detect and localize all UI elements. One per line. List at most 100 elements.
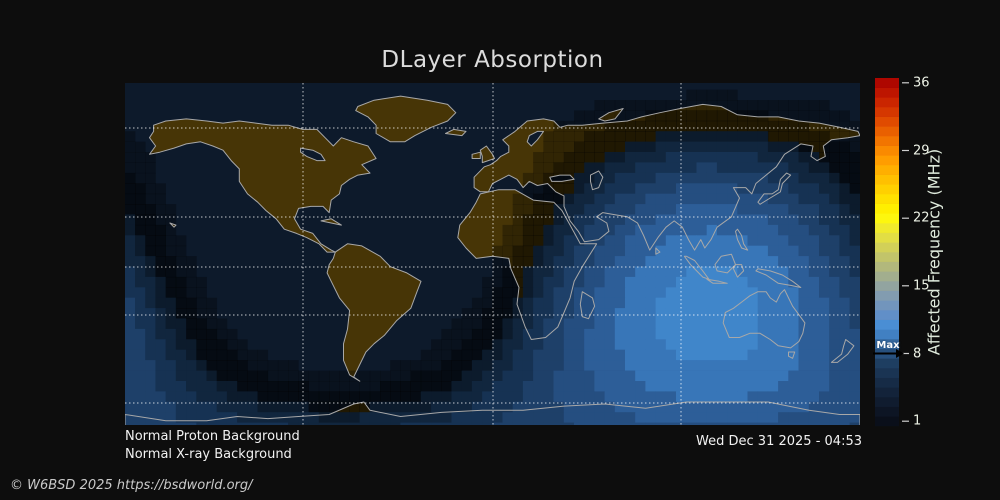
absorption-cell [839,412,850,423]
absorption-cell [778,339,789,351]
colorbar-tick-label: 1 [913,413,922,429]
absorption-cell [819,266,830,278]
absorption-cell [553,204,565,215]
absorption-cell [563,412,575,423]
absorption-cell [471,360,483,371]
absorption-cell [808,349,820,361]
absorption-cell [737,100,748,111]
absorption-cell [145,287,156,299]
absorption-cell [829,297,840,309]
absorption-cell [145,422,156,425]
landmass-north-america [149,118,377,253]
absorption-cell [645,266,656,278]
absorption-cell [502,224,514,236]
absorption-cell [798,214,810,226]
landmass-uk [480,146,495,163]
colorbar-cell [875,416,899,427]
coastline-uk [479,145,495,164]
absorption-cell [574,152,585,163]
absorption-cell [226,370,238,382]
absorption-cell [767,318,779,330]
absorption-cell [727,318,738,330]
absorption-cell [186,328,197,340]
absorption-cell [584,193,595,205]
absorption-cell [502,266,514,278]
absorption-cell [839,370,850,382]
absorption-cell [788,370,799,382]
absorption-cell [665,370,677,382]
absorption-cell [451,360,463,371]
absorption-cell [237,370,248,382]
absorption-cell [829,266,840,278]
absorption-cell [829,214,840,226]
absorption-cell [594,370,605,382]
absorption-cell [655,381,667,392]
absorption-cell [359,381,371,392]
absorption-cell [727,141,738,153]
absorption-cell [625,276,636,288]
landmass-cuba [321,218,342,226]
absorption-cell [778,391,789,403]
absorption-cell [727,381,738,392]
absorption-cell [706,328,718,340]
absorption-cell [635,204,646,215]
absorption-cell [574,204,585,215]
absorption-cell [461,391,473,403]
absorption-cell [788,422,799,425]
absorption-cell [696,360,708,371]
absorption-cell [808,381,820,392]
absorption-cell [655,256,667,267]
max-arrow-head [896,349,904,358]
absorption-cell [461,422,473,425]
absorption-cell [819,224,830,236]
absorption-cell [553,224,565,236]
absorption-cell [196,381,207,392]
absorption-cell [808,224,820,236]
absorption-cell [553,276,565,288]
absorption-cell [614,339,626,351]
absorption-cell [216,318,228,330]
absorption-cell [716,349,728,361]
absorption-cell [145,370,156,382]
absorption-cell [380,401,391,413]
absorption-cell [706,183,718,195]
absorption-cell [635,339,646,351]
absorption-cell [686,318,697,330]
absorption-cell [165,318,177,330]
absorption-cell [277,381,289,392]
colorbar-cell [875,300,899,311]
absorption-cell [594,381,605,392]
absorption-cell [563,328,575,340]
absorption-cell [778,308,789,319]
absorption-cell [819,120,830,132]
absorption-cell [686,152,697,163]
absorption-cell [696,297,708,309]
colorbar-cell [875,319,899,330]
absorption-cell [655,276,667,288]
absorption-cell [686,339,697,351]
absorption-cell [563,183,575,195]
absorption-cell [461,412,473,423]
absorption-cell [737,422,748,425]
absorption-cell [655,162,667,174]
absorption-cell [553,183,565,195]
absorption-cell [849,370,860,382]
absorption-cell [461,381,473,392]
absorption-cell [563,120,575,132]
absorption-cell [349,401,360,413]
absorption-cell [584,308,595,319]
absorption-cell [125,245,136,257]
absorption-cell [716,245,728,257]
absorption-cell [665,287,677,299]
absorption-cell [574,183,585,195]
absorption-cell [727,266,738,278]
absorption-cell [318,370,330,382]
absorption-cell [696,422,708,425]
absorption-cell [849,401,860,413]
absorption-cell [502,339,514,351]
absorption-cell [461,308,473,319]
absorption-cell [798,235,810,247]
absorption-cell [829,224,840,236]
absorption-cell [665,256,677,267]
absorption-cell [655,224,667,236]
